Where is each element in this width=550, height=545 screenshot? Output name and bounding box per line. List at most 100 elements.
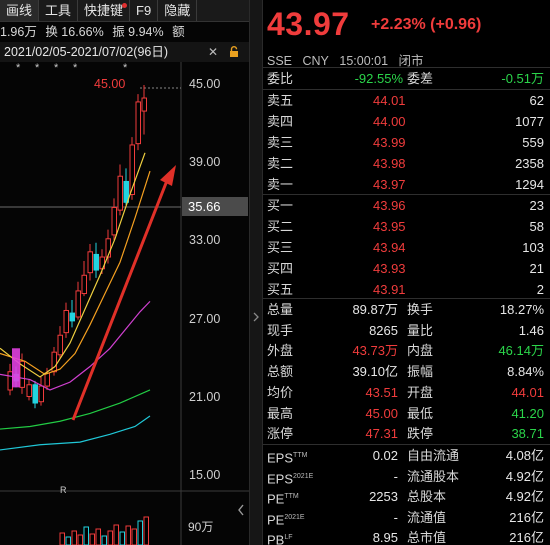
candle-body	[26, 384, 32, 397]
bid-level-row[interactable]: 买五 43.91 2	[263, 279, 550, 300]
tab-tools[interactable]: 工具	[39, 0, 79, 21]
bar-volume: 1.96万	[0, 25, 37, 39]
fundamental-value: -	[393, 509, 398, 525]
level-price: 43.96	[373, 198, 406, 213]
y-tick-label: 45.00	[189, 77, 221, 91]
stat-label: 涨停	[267, 426, 294, 442]
close-icon[interactable]: ✕	[208, 45, 219, 59]
ask-level-row[interactable]: 卖二 43.98 2358	[263, 153, 550, 174]
kline-panel[interactable]: 画线 工具 快捷键 F9 隐藏 1.96万 换 16.66% 振 9.94% 额…	[0, 0, 249, 545]
lock-icon[interactable]	[229, 46, 239, 57]
metric-name: EPS	[267, 450, 294, 466]
date-range: 2021/02/05-2021/07/02(96日)	[4, 45, 169, 59]
bid-level-row[interactable]: 买四 43.93 21	[263, 258, 550, 279]
market-status: 闭市	[398, 54, 424, 68]
chevron-left-icon[interactable]	[236, 502, 246, 518]
candle-body	[117, 175, 123, 211]
fundamental-label: 自由流通	[407, 448, 460, 463]
candle-body	[93, 253, 99, 271]
fundamental-label: EPSTTM	[267, 445, 307, 468]
divider-line	[263, 89, 550, 90]
event-star[interactable]: *	[16, 62, 21, 74]
divider-line	[263, 444, 550, 445]
level-price: 43.91	[373, 282, 406, 297]
level-price: 43.97	[373, 177, 406, 192]
volume-bar	[77, 534, 83, 545]
fundamental-value: 4.08亿	[505, 448, 544, 463]
stat-label: 内盘	[407, 343, 434, 359]
level-price: 43.98	[373, 156, 406, 171]
level-label: 买一	[267, 198, 294, 213]
fundamental-label: PETTM	[267, 486, 299, 509]
level-price: 44.00	[373, 114, 406, 129]
y-tick-label: 15.00	[189, 468, 221, 482]
stat-row: 最高 45.00 最低 41.20	[263, 403, 550, 424]
y-tick-label: 33.00	[189, 233, 221, 247]
event-star[interactable]: *	[73, 62, 78, 74]
ma10-line	[0, 170, 151, 376]
candle-body	[7, 371, 13, 391]
candle-body	[81, 274, 87, 295]
event-star[interactable]: *	[54, 62, 59, 74]
ask-level-row[interactable]: 卖三 43.99 559	[263, 132, 550, 153]
candle-body	[123, 180, 129, 203]
rights-marker: R	[60, 485, 67, 495]
level-label: 买二	[267, 219, 294, 234]
panel-splitter[interactable]	[249, 0, 263, 545]
stat-value: 46.14万	[498, 343, 544, 359]
y-tick-label: 27.00	[189, 312, 221, 326]
candle-body	[44, 372, 50, 387]
tab-f9[interactable]: F9	[130, 0, 159, 21]
stat-row: 总量 89.87万 换手 18.27%	[263, 299, 550, 320]
candle-body	[57, 334, 63, 356]
highlight-bar	[12, 348, 20, 388]
current-price-tag: 35.66	[182, 197, 248, 216]
kline-chart[interactable]	[0, 0, 249, 545]
fundamental-value: 4.92亿	[505, 489, 544, 504]
stat-value: 45.00	[365, 405, 398, 421]
ask-level-row[interactable]: 卖五 44.01 62	[263, 90, 550, 111]
stat-label: 均价	[267, 384, 294, 400]
level-volume: 559	[522, 135, 544, 150]
event-star[interactable]: *	[123, 62, 128, 74]
tab-label: 画线	[6, 3, 33, 18]
exchange-code: SSE	[267, 54, 293, 68]
volume-bar	[71, 530, 77, 545]
chevron-right-icon[interactable]	[253, 312, 260, 322]
candle-body	[141, 97, 147, 112]
level-label: 卖五	[267, 93, 294, 108]
quote-time: 15:00:01	[339, 54, 389, 68]
volume-bar	[95, 528, 101, 545]
volume-bar	[137, 520, 143, 545]
ask-level-row[interactable]: 卖一 43.97 1294	[263, 174, 550, 195]
tab-draw-line[interactable]: 画线	[0, 0, 40, 21]
level-label: 卖三	[267, 135, 294, 150]
candle-body	[32, 384, 38, 404]
bar-amount: 额	[172, 25, 185, 39]
stat-value: 39.10亿	[352, 364, 398, 380]
ma60-line	[0, 415, 151, 451]
stat-row: 外盘 43.73万 内盘 46.14万	[263, 340, 550, 361]
fundamental-label: 流通股本	[407, 468, 460, 484]
ask-level-row[interactable]: 卖四 44.00 1077	[263, 111, 550, 132]
stat-value: 41.20	[511, 405, 544, 421]
tab-hide[interactable]: 隐藏	[158, 0, 198, 21]
fundamental-label: PBLF	[267, 527, 293, 545]
stat-value: 18.27%	[499, 302, 544, 317]
bid-level-row[interactable]: 买二 43.95 58	[263, 216, 550, 237]
bid-level-row[interactable]: 买三 43.94 103	[263, 237, 550, 258]
stat-row: 均价 43.51 开盘 44.01	[263, 382, 550, 403]
level-label: 卖二	[267, 156, 294, 171]
stat-value: 1.46	[518, 322, 544, 338]
stat-label: 最高	[267, 405, 294, 421]
metric-name: EPS	[267, 470, 294, 486]
level-label: 买四	[267, 261, 294, 276]
stat-value: 8.84%	[507, 364, 544, 380]
tab-shortcuts[interactable]: 快捷键	[78, 0, 131, 21]
metric-period: 2021E	[284, 513, 305, 521]
level-volume: 2	[536, 282, 544, 297]
bar-turnover: 换 16.66%	[45, 25, 104, 39]
event-star[interactable]: *	[35, 62, 40, 74]
stat-value: 89.87万	[352, 302, 398, 317]
bid-level-row[interactable]: 买一 43.96 23	[263, 195, 550, 216]
